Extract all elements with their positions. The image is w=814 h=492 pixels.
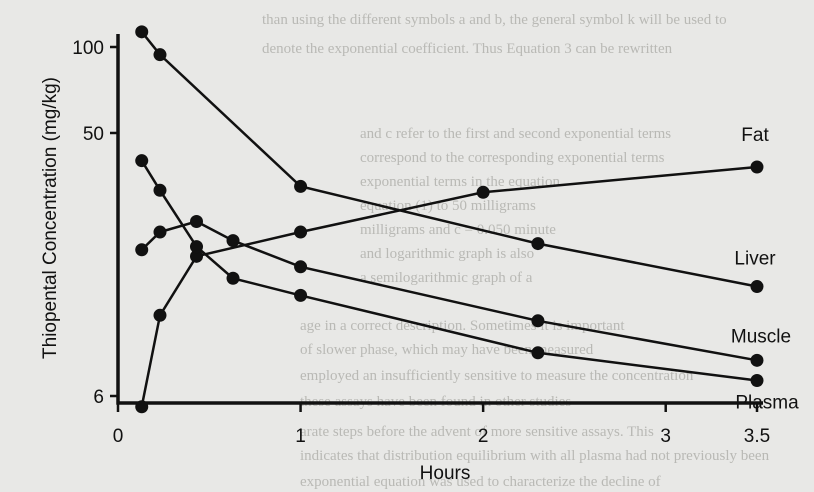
svg-text:milligrams and c = 0.050 minut: milligrams and c = 0.050 minute: [360, 222, 556, 238]
x-tick-label: 3: [660, 426, 671, 447]
svg-text:a semilogarithmic graph of a: a semilogarithmic graph of a: [360, 270, 533, 286]
x-axis-ticks: 0 1 2 3 3.5: [113, 403, 770, 447]
data-point-muscle: [531, 314, 545, 328]
y-tick-label: 6: [93, 387, 104, 408]
series-label-plasma: Plasma: [735, 392, 799, 413]
data-point-liver: [153, 48, 167, 62]
svg-text:and c refer to the first and s: and c refer to the first and second expo…: [360, 126, 671, 142]
series-label-muscle: Muscle: [731, 326, 791, 347]
data-point-plasma: [750, 373, 764, 387]
background-page-text: than using the different symbols a and b…: [262, 12, 770, 490]
data-point-plasma: [294, 288, 308, 302]
svg-text:and logarithmic graph is also: and logarithmic graph is also: [360, 246, 534, 262]
y-tick-label: 100: [72, 38, 104, 59]
series-plasma: Plasma: [135, 154, 799, 413]
series-label-liver: Liver: [734, 249, 776, 270]
svg-text:arate steps before the advent: arate steps before the advent of more se…: [300, 424, 654, 440]
data-point-liver: [750, 280, 764, 294]
x-tick-label: 1: [295, 426, 306, 447]
svg-text:than using the different symbo: than using the different symbols a and b…: [262, 12, 727, 28]
series-liver: Liver: [135, 25, 776, 294]
x-tick-label: 2: [478, 426, 489, 447]
data-point-muscle: [294, 260, 308, 274]
svg-text:exponential equation was used: exponential equation was used to charact…: [300, 474, 661, 490]
data-point-plasma: [531, 346, 545, 360]
data-point-liver: [135, 25, 149, 39]
y-tick-label: 50: [83, 124, 104, 145]
data-point-muscle: [750, 353, 764, 367]
svg-text:of slower phase, which may hav: of slower phase, which may have been mea…: [300, 342, 594, 358]
svg-text:correspond to the correspondin: correspond to the corresponding exponent…: [360, 150, 665, 166]
data-point-fat: [135, 400, 149, 414]
x-tick-label: 3.5: [744, 426, 770, 447]
series-fat: Fat: [135, 125, 769, 414]
data-point-fat: [750, 160, 764, 174]
svg-text:exponential terms in the equat: exponential terms in the equation: [360, 174, 560, 190]
data-point-plasma: [153, 183, 167, 197]
y-axis-ticks: 6 50 100: [72, 38, 118, 408]
data-point-plasma: [190, 240, 204, 254]
series-line-fat: [140, 165, 758, 408]
svg-text:indicates that distribution eq: indicates that distribution equilibrium …: [300, 448, 770, 464]
series-group: Fat Liver Muscle Plasma: [135, 25, 799, 413]
data-point-liver: [531, 237, 545, 251]
data-point-fat: [153, 308, 167, 322]
data-point-plasma: [226, 271, 240, 285]
data-point-muscle: [135, 243, 149, 257]
x-tick-label: 0: [113, 426, 124, 447]
data-point-muscle: [226, 234, 240, 248]
data-point-plasma: [135, 154, 149, 168]
svg-text:denote the exponential coeffic: denote the exponential coefficient. Thus…: [262, 41, 673, 57]
data-point-fat: [294, 225, 308, 239]
y-axis-label: Thiopental Concentration (mg/kg): [40, 77, 61, 359]
data-point-muscle: [153, 225, 167, 239]
svg-text:age in a correct description.: age in a correct description. Sometimes …: [300, 318, 625, 334]
series-muscle: Muscle: [135, 214, 791, 367]
data-point-fat: [476, 185, 490, 199]
series-label-fat: Fat: [741, 125, 769, 146]
x-axis-label: Hours: [420, 463, 471, 484]
data-point-fat: [190, 249, 204, 263]
data-point-muscle: [190, 214, 204, 228]
data-point-liver: [294, 179, 308, 193]
svg-text:employed an insufficiently sen: employed an insufficiently sensitive to …: [300, 368, 694, 384]
